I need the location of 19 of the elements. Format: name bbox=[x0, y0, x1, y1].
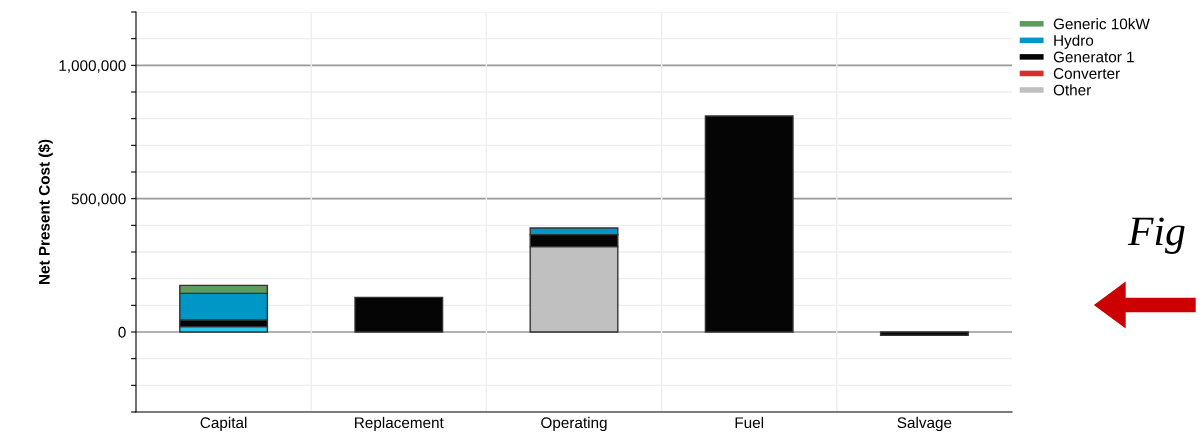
legend-label: Hydro bbox=[1054, 34, 1094, 49]
legend-label: Converter bbox=[1053, 68, 1120, 79]
bar bbox=[879, 331, 969, 336]
x-tick-label: Operating bbox=[541, 416, 607, 432]
x-tick-label: Salvage bbox=[897, 416, 952, 432]
y-axis-title: Net Present Cost ($) bbox=[38, 139, 53, 284]
y-tick-label: 500,000 bbox=[71, 193, 126, 207]
y-tick-label: 1,000,000 bbox=[59, 60, 126, 73]
x-tick-label: Capital bbox=[200, 416, 247, 432]
text: Fig bbox=[1127, 217, 1185, 254]
legend-label: Generator 1 bbox=[1053, 51, 1134, 63]
legend-label: Generic 10kW bbox=[1053, 18, 1150, 30]
legend-label: Other bbox=[1053, 84, 1091, 96]
bar bbox=[704, 115, 794, 333]
x-tick-label: Replacement bbox=[355, 416, 444, 432]
y-tick-label: 0 bbox=[118, 326, 126, 338]
x-tick-label: Fuel bbox=[735, 416, 764, 429]
bar bbox=[354, 296, 444, 333]
bar bbox=[179, 325, 269, 333]
